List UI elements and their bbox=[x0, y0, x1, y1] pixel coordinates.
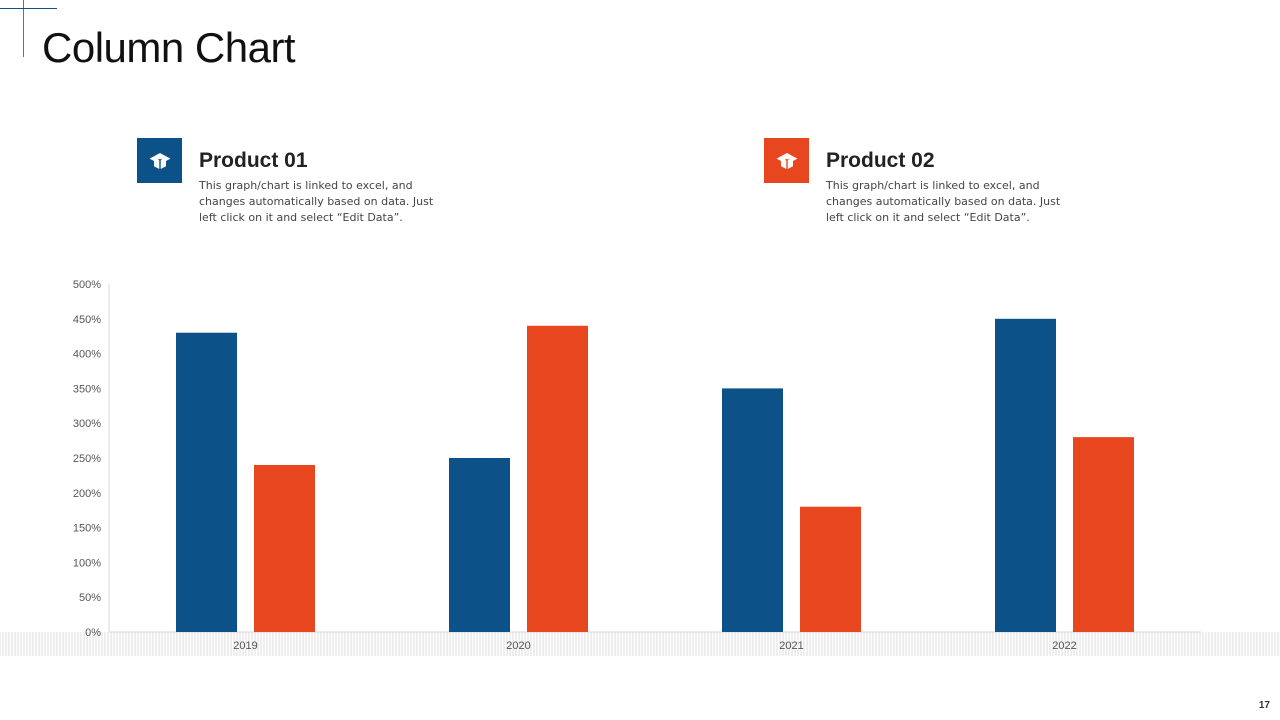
x-tick-label-2022: 2022 bbox=[1052, 640, 1076, 652]
open-box-icon bbox=[149, 152, 170, 169]
legend-product-01-description: This graph/chart is linked to excel, and… bbox=[199, 179, 434, 224]
legend-product-02: Product 02 This graph/chart is linked to… bbox=[764, 138, 1184, 238]
legend-product-02-description: This graph/chart is linked to excel, and… bbox=[826, 179, 1061, 224]
bar-product-01-2020 bbox=[449, 458, 510, 632]
x-tick-label-2019: 2019 bbox=[233, 640, 257, 652]
legend-product-01-swatch bbox=[137, 138, 182, 183]
slide-title: Column Chart bbox=[42, 24, 296, 71]
y-tick-label-50: 50% bbox=[79, 592, 101, 604]
y-tick-label-250: 250% bbox=[73, 453, 101, 465]
bar-product-01-2019 bbox=[176, 332, 237, 632]
y-tick-label-300: 300% bbox=[73, 418, 101, 430]
legend-product-02-title: Product 02 bbox=[826, 149, 935, 172]
bar-product-01-2022 bbox=[995, 318, 1056, 632]
y-tick-label-350: 350% bbox=[73, 383, 101, 395]
y-tick-label-0: 0% bbox=[85, 627, 101, 639]
y-tick-label-450: 450% bbox=[73, 314, 101, 326]
y-tick-label-500: 500% bbox=[73, 279, 101, 291]
corner-accent-horizontal bbox=[0, 8, 57, 9]
y-tick-label-400: 400% bbox=[73, 349, 101, 361]
baseline-hatch-strip bbox=[0, 632, 1279, 656]
x-tick-label-2020: 2020 bbox=[506, 640, 530, 652]
x-tick-label-2021: 2021 bbox=[779, 640, 803, 652]
corner-accent-vertical bbox=[23, 0, 24, 57]
open-box-icon bbox=[776, 152, 797, 169]
legend-product-01-title: Product 01 bbox=[199, 149, 308, 172]
bar-product-02-2019 bbox=[254, 464, 315, 632]
legend-product-01: Product 01 This graph/chart is linked to… bbox=[137, 138, 557, 238]
bar-product-02-2022 bbox=[1073, 437, 1134, 632]
bar-product-01-2021 bbox=[722, 388, 783, 632]
bar-product-02-2020 bbox=[527, 325, 588, 632]
y-tick-label-150: 150% bbox=[73, 523, 101, 535]
bar-product-02-2021 bbox=[800, 506, 861, 632]
y-tick-label-100: 100% bbox=[73, 557, 101, 569]
legend-product-02-swatch bbox=[764, 138, 809, 183]
y-tick-label-200: 200% bbox=[73, 488, 101, 500]
page-number: 17 bbox=[1258, 700, 1270, 711]
